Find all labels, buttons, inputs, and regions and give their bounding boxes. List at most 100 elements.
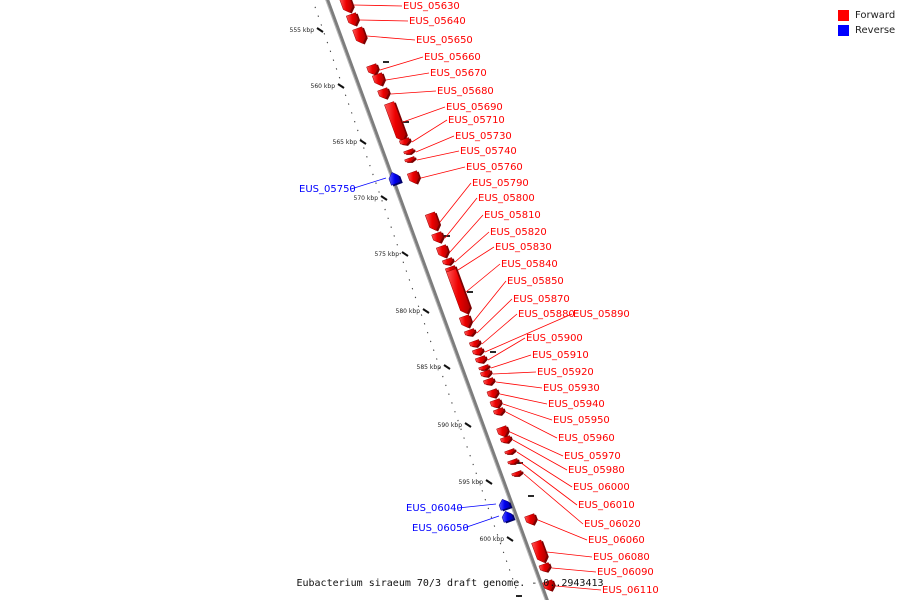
gene-feature-eus-05690[interactable] [384,101,407,142]
gene-label[interactable]: EUS_05810 [484,210,541,221]
gene-feature-eus-06040[interactable] [498,498,511,511]
gene-feature-eus-06050[interactable] [501,510,514,523]
gene-label[interactable]: EUS_06090 [597,567,654,578]
gene-label[interactable]: EUS_05790 [472,178,529,189]
gene-feature-eus-05800[interactable] [431,231,444,244]
gene-label[interactable]: EUS_05850 [507,276,564,287]
gene-feature-eus-05680[interactable] [377,87,390,100]
gene-label[interactable]: EUS_05980 [568,465,625,476]
gene-feature-eus-05730[interactable] [403,148,415,155]
gene-feature-eus-05870[interactable] [463,328,476,337]
gene-feature-eus-05920[interactable] [479,369,492,378]
gene-label[interactable]: EUS_05930 [543,383,600,394]
gene-label[interactable]: EUS_05830 [495,242,552,253]
gene-label[interactable]: EUS_06040 [406,503,463,514]
scale-tick-label: 555 kbp [290,27,315,34]
leader-line [415,135,455,153]
label-leader-lines [350,4,602,591]
gene-label[interactable]: EUS_05650 [416,35,473,46]
forward-swatch [838,10,849,21]
gene-label[interactable]: EUS_05670 [430,68,487,79]
gene-feature-eus-06010[interactable] [507,458,519,465]
scale-tick [337,83,345,89]
gene-feature-eus-06060[interactable] [524,513,537,526]
leader-line [353,4,403,7]
gene-feature-eus-05650[interactable] [352,26,366,44]
gene-label[interactable]: EUS_05870 [513,294,570,305]
gene-feature-eus-05930[interactable] [482,377,495,386]
gene-label[interactable]: EUS_05890 [573,309,630,320]
gene-label[interactable]: EUS_06020 [584,519,641,530]
gene-feature-eus-05850[interactable] [458,314,472,328]
gene-feature-eus-05960[interactable] [492,407,505,416]
gene-feature-eus-06000[interactable] [504,448,516,455]
gene-feature-eus-05880[interactable] [468,339,481,348]
gene-label[interactable]: EUS_05800 [478,193,535,204]
gene-feature-eus-05760[interactable] [406,170,420,184]
gene-feature-eus-06080[interactable] [531,539,548,563]
gene-label[interactable]: EUS_06010 [578,500,635,511]
leader-line [490,354,532,369]
gene-feature-eus-05890[interactable] [471,347,484,356]
gene-label[interactable]: EUS_06000 [573,482,630,493]
gene-features [339,0,556,592]
gene-feature-eus-05670[interactable] [371,72,385,86]
gene-feature-eus-05940[interactable] [486,388,499,399]
gene-label[interactable]: EUS_06050 [412,523,469,534]
gene-feature-eus-05660[interactable] [366,63,379,76]
gene-label[interactable]: EUS_05950 [553,415,610,426]
chromosome-backbone [325,0,549,600]
gene-feature-eus-05970[interactable] [496,425,509,438]
gene-feature-eus-05740[interactable] [404,156,416,163]
gene-feature-eus-05900[interactable] [474,355,487,364]
gene-label[interactable]: EUS_05970 [564,451,621,462]
gene-feature-eus-05950[interactable] [489,398,502,409]
leader-line [476,298,513,334]
gene-label[interactable]: EUS_05760 [466,162,523,173]
gene-label[interactable]: EUS_05710 [448,115,505,126]
gene-label[interactable]: EUS_05940 [548,399,605,410]
scale-tick [359,139,367,145]
leader-line [495,381,543,389]
map-caption: Eubacterium siraeum 70/3 draft genome. -… [296,578,604,589]
gene-feature-eus-05640[interactable] [345,12,359,26]
gene-feature-eus-05790[interactable] [424,211,440,231]
gene-feature-eus-05910[interactable] [478,364,490,371]
gene-feature-eus-05820[interactable] [441,257,454,266]
gene-label[interactable]: EUS_05740 [460,146,517,157]
gene-label[interactable]: EUS_05680 [437,86,494,97]
gene-label[interactable]: EUS_05840 [501,259,558,270]
gene-feature-eus-05630[interactable] [339,0,353,13]
gene-label[interactable]: EUS_06110 [602,585,659,596]
gene-feature-eus-05810[interactable] [435,244,449,258]
gene-label[interactable]: EUS_05820 [490,227,547,238]
gene-feature-eus-05710[interactable] [398,137,411,146]
gene-label[interactable]: EUS_06080 [593,552,650,563]
gene-label[interactable]: EUS_05660 [424,52,481,63]
gene-label[interactable]: EUS_05960 [558,433,615,444]
leader-line [481,313,518,345]
scale-tick-label: 590 kbp [438,422,463,429]
scale-tick-label: 575 kbp [375,251,400,258]
gene-feature-eus-06090[interactable] [538,562,551,573]
gene-label[interactable]: EUS_05920 [537,367,594,378]
gene-label[interactable]: EUS_05690 [446,102,503,113]
gene-label[interactable]: EUS_05910 [532,350,589,361]
gene-feature-eus-05980[interactable] [499,435,512,444]
gene-label[interactable]: EUS_05730 [455,131,512,142]
gene-label[interactable]: EUS_05900 [526,333,583,344]
leader-line [509,431,564,457]
scale-tick-label: 565 kbp [333,139,358,146]
gene-feature-eus-06020[interactable] [511,470,523,477]
gene-label[interactable]: EUS_05640 [409,16,466,27]
leader-line [519,461,578,506]
leader-line [502,403,553,421]
gene-feature-eus-05840[interactable] [446,268,471,314]
gene-label[interactable]: EUS_05750 [299,184,356,195]
gene-label[interactable]: EUS_06060 [588,535,645,546]
gene-label[interactable]: EUS_05880 [518,309,575,320]
leader-line [516,451,573,488]
gene-feature-eus-06110[interactable] [542,579,555,592]
gene-label[interactable]: EUS_05630 [403,1,460,12]
gene-feature-eus-05750[interactable] [388,172,402,186]
